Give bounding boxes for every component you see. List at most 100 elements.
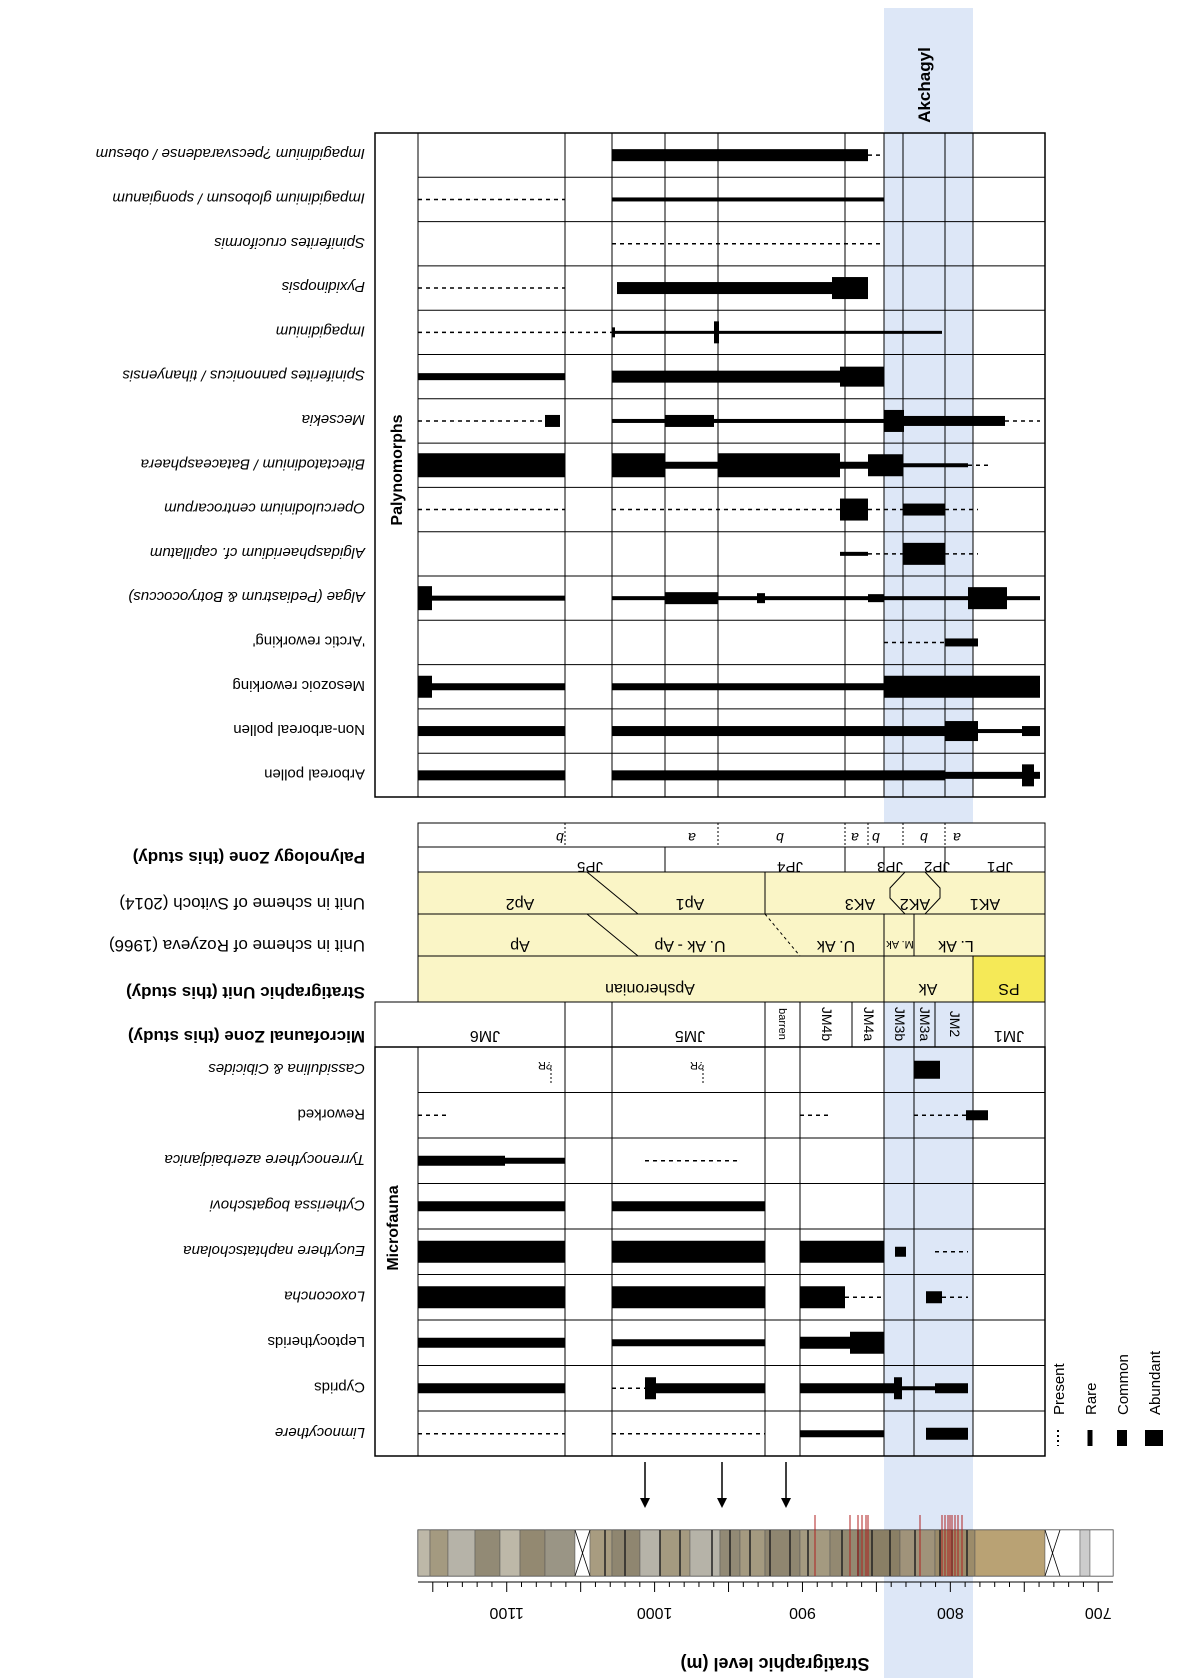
range-bar bbox=[966, 1110, 988, 1121]
range-bar bbox=[612, 327, 615, 338]
range-bar bbox=[903, 503, 945, 516]
svitoch-unit-label: Ap1 bbox=[676, 895, 705, 912]
svitoch-divider bbox=[586, 871, 639, 915]
range-bar bbox=[612, 453, 665, 478]
zone-header: Stratigraphic Unit (this study) bbox=[126, 983, 365, 1002]
range-bar bbox=[800, 1240, 884, 1263]
zone-header: Unit in scheme of Rozyeva (1966) bbox=[109, 936, 365, 955]
range-bar bbox=[418, 1286, 565, 1309]
microfaunal-zone-label: JM6 bbox=[470, 1027, 500, 1044]
palynology-subzone-label: a bbox=[953, 830, 961, 846]
litho-bed bbox=[447, 1529, 476, 1577]
range-bar bbox=[612, 370, 840, 383]
legend: Present Rare Common Abundant bbox=[1051, 1350, 1164, 1446]
range-bar bbox=[418, 453, 565, 478]
paly-taxon-label: Impagidinium globosum / spongianum bbox=[112, 189, 365, 206]
axis-tick-label: 900 bbox=[789, 1604, 816, 1621]
range-bar bbox=[612, 418, 665, 423]
litho-bed bbox=[764, 1529, 801, 1577]
paly-taxon-label: Impagidinium bbox=[276, 322, 365, 339]
paly-taxon-label: Algae (Pediastrum & Botryococcus) bbox=[128, 588, 366, 605]
palynomorphs-header: Palynomorphs bbox=[389, 414, 406, 525]
microfaunal-zone-label: JM2 bbox=[947, 1011, 963, 1038]
range-bar bbox=[612, 683, 884, 691]
legend-label: Rare bbox=[1083, 1382, 1100, 1415]
litho-bed bbox=[417, 1529, 431, 1577]
r-mark: ?R bbox=[690, 1059, 704, 1071]
litho-cross bbox=[1044, 1529, 1061, 1577]
range-bar bbox=[765, 596, 868, 601]
svitoch-unit-label: AK2 bbox=[900, 895, 930, 912]
paly-taxon-label: Spiniferites cruciformis bbox=[214, 234, 365, 251]
paly-taxon-label: Spiniferites pannonicus / tihanyensis bbox=[122, 367, 365, 384]
range-bar bbox=[718, 453, 840, 478]
axis-tick-label: 1100 bbox=[489, 1604, 524, 1621]
microfauna-taxon-label: Leptocytherids bbox=[267, 1333, 365, 1350]
microfauna-taxon-label: Tyrrenocythere azerbaidjanica bbox=[164, 1151, 365, 1168]
range-bar bbox=[612, 1286, 765, 1309]
rozyeva-box bbox=[417, 913, 1046, 957]
range-bar bbox=[903, 542, 945, 565]
rozyeva-unit-label: L. Ak bbox=[937, 937, 974, 954]
palynology-zone-label: JP4 bbox=[777, 858, 803, 875]
range-bar bbox=[665, 592, 718, 605]
range-bar bbox=[978, 729, 1022, 734]
range-bar bbox=[615, 330, 942, 334]
litho-bed bbox=[829, 1529, 861, 1577]
range-bar bbox=[418, 1240, 565, 1263]
paly-taxon-label: Pyxidinopsis bbox=[281, 278, 365, 295]
range-bar bbox=[1034, 726, 1040, 737]
strat-unit-label: PS bbox=[998, 980, 1019, 997]
legend-swatch bbox=[1145, 1430, 1163, 1446]
range-bar bbox=[800, 1430, 884, 1438]
palynomorph-table: Impagidinium ?pecsvaradense / obesum Impa… bbox=[96, 132, 1046, 798]
range-bar bbox=[902, 1386, 935, 1391]
range-bar bbox=[832, 277, 868, 300]
range-bar bbox=[418, 726, 565, 737]
microfauna-taxon-label: Reworked bbox=[297, 1105, 365, 1122]
range-bar bbox=[840, 366, 884, 387]
legend-swatch bbox=[1117, 1430, 1127, 1446]
paly-taxon-label: Bitectatodinium / Bataceasphaera bbox=[141, 455, 365, 472]
paly-taxon-label: Mesozoic reworking bbox=[232, 677, 365, 694]
zone-header: Palynology Zone (this study) bbox=[133, 848, 365, 867]
range-bar bbox=[718, 596, 760, 601]
range-bar bbox=[800, 1336, 850, 1349]
litho-bed bbox=[899, 1529, 936, 1577]
axis-title: Stratigraphic level (m) bbox=[680, 1654, 869, 1674]
microfauna-taxon-label: Cassidulina & Cibicides bbox=[208, 1060, 365, 1077]
range-bar bbox=[418, 675, 432, 698]
microfaunal-zone-label: JM3b bbox=[892, 1007, 908, 1041]
litho-bed bbox=[474, 1529, 501, 1577]
range-bar bbox=[935, 1383, 968, 1394]
litho-bed bbox=[974, 1529, 1046, 1577]
range-bar bbox=[945, 638, 978, 647]
litho-bed bbox=[429, 1529, 449, 1577]
paly-taxon-label: Non-arboreal pollen bbox=[233, 721, 365, 738]
microfauna-taxon-label: Cytherissa bogatschovi bbox=[209, 1196, 365, 1213]
range-bar bbox=[884, 596, 968, 601]
range-bar bbox=[904, 415, 1005, 426]
range-bar bbox=[612, 197, 884, 202]
range-bar bbox=[714, 418, 884, 423]
range-bar bbox=[418, 1383, 565, 1394]
range-bar bbox=[840, 551, 868, 556]
palynology-subzone-label: a bbox=[688, 830, 696, 846]
range-bar bbox=[894, 1377, 902, 1400]
svitoch-unit-label: AK1 bbox=[970, 895, 1000, 912]
axis-tick-label: 1000 bbox=[637, 1604, 673, 1621]
range-bar bbox=[612, 1240, 765, 1263]
r-mark: ?R bbox=[538, 1059, 552, 1071]
range-bar bbox=[418, 1337, 565, 1348]
litho-bed bbox=[589, 1529, 613, 1577]
rozyeva-unit-label: U. Ak - Ap bbox=[654, 937, 725, 954]
range-bar bbox=[1007, 596, 1040, 601]
range-bar bbox=[926, 1427, 968, 1440]
range-bar bbox=[1034, 771, 1040, 779]
range-bar bbox=[612, 726, 945, 737]
microfaunal-zone-label: JM1 bbox=[994, 1027, 1024, 1044]
microfauna-table: Cassidulina & Cibicides Reworked Tyrrenocy… bbox=[164, 1046, 1046, 1457]
legend-label: Present bbox=[1051, 1362, 1068, 1415]
range-bar bbox=[800, 1286, 845, 1309]
